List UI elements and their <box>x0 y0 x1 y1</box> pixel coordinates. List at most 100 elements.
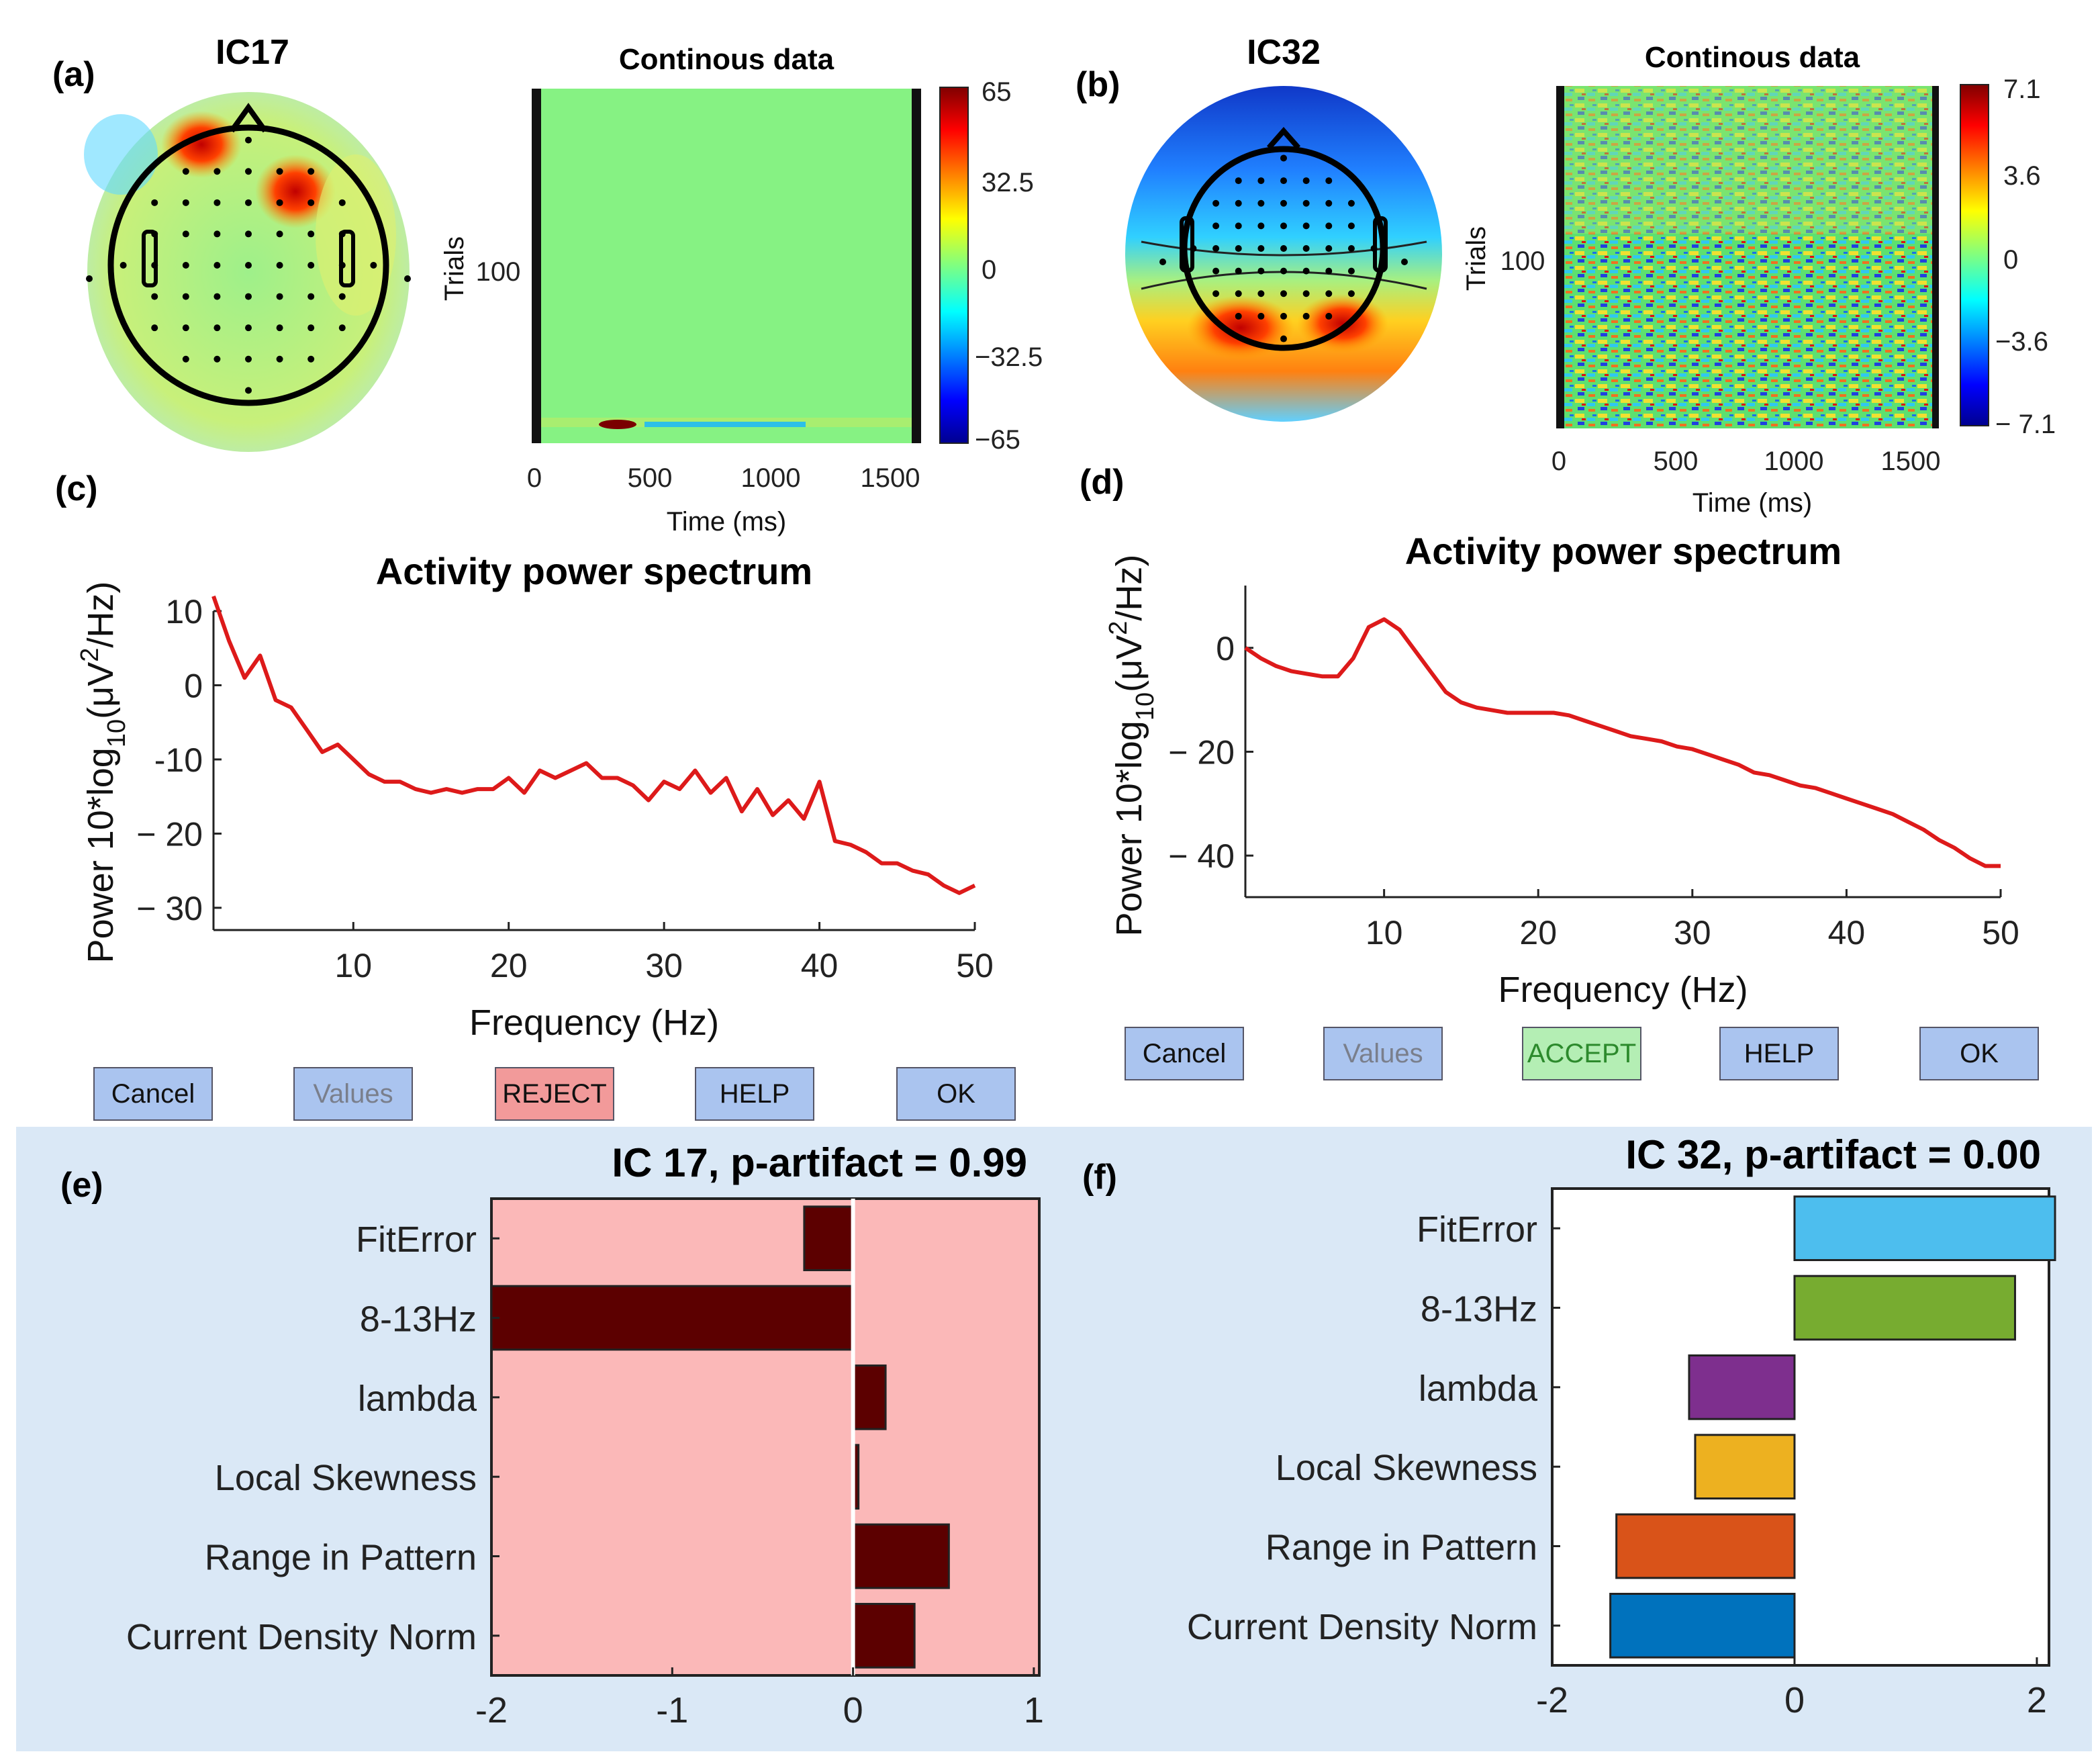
topo-map-b <box>1125 86 1442 422</box>
a-electrode-dot-44 <box>338 230 346 238</box>
b-electrode-dot-outer-right <box>1401 259 1408 265</box>
x-tick-label-4: 50 <box>1982 914 2019 952</box>
a-electrode-dot-4 <box>151 293 158 300</box>
erpimage-left-edge-b <box>1556 86 1564 428</box>
image-ylabel-b: Trials <box>1462 226 1491 291</box>
plot-area <box>1551 1187 2050 1667</box>
b-electrode-dot-8 <box>1235 222 1242 230</box>
nose-b <box>1266 126 1301 150</box>
b-electrode-dot-4 <box>1212 267 1220 275</box>
b-electrode-dot-19 <box>1257 312 1265 320</box>
y-axis-label: Power 10*log10(μV2/Hz) <box>76 582 131 964</box>
a-electrode-dot-38 <box>307 230 315 238</box>
values-button-c[interactable]: Values <box>293 1067 413 1121</box>
b-electrode-dot-45 <box>1347 245 1355 252</box>
y-tick-label-0: 10 <box>165 593 203 631</box>
y-axis-label-part-4: /Hz) <box>1109 555 1149 621</box>
topo-title-b: IC32 <box>1247 33 1321 72</box>
chart-title: Activity power spectrum <box>1405 530 1842 572</box>
x-tick-label-2: 0 <box>843 1690 863 1730</box>
a-electrode-dot-40 <box>307 293 315 300</box>
image-xtick-a-1: 500 <box>628 463 673 493</box>
topo-hotspot-a2 <box>255 154 336 228</box>
y-tick-label-1: 0 <box>184 667 203 704</box>
category-label-3: Local Skewness <box>215 1458 477 1498</box>
b-electrode-dot-12 <box>1235 312 1242 320</box>
a-electrode-dot-48 <box>370 262 377 269</box>
image-xtick-b-3: 1500 <box>1881 447 1941 476</box>
colorbar-tick-b-4: − 7.1 <box>1995 410 2056 439</box>
colorbar-gradient-a <box>939 87 969 444</box>
x-tick-label-1: -1 <box>656 1690 688 1730</box>
help-button-c[interactable]: HELP <box>695 1067 814 1121</box>
plot-area <box>490 1197 1041 1677</box>
y-axis-label-part-1: 10 <box>103 719 131 747</box>
feature-chart-e: FitError 8-13Hz lambda Local Skewness Range … <box>126 1140 1044 1730</box>
a-electrode-dot-34 <box>276 324 283 332</box>
ear-right-a <box>339 230 355 287</box>
help-button-d[interactable]: HELP <box>1719 1027 1839 1080</box>
values-button-d[interactable]: Values <box>1323 1027 1443 1080</box>
cancel-button-d[interactable]: Cancel <box>1125 1027 1244 1080</box>
category-label-0: FitError <box>356 1219 477 1260</box>
colorbar-a: 65 32.5 0 −32.5 −65 <box>939 77 1043 455</box>
x-tick-label-1: 20 <box>1519 914 1557 952</box>
colorbar-tick-b-1: 3.6 <box>2003 161 2041 191</box>
bar-2 <box>1688 1354 1796 1420</box>
panel-c: (c) 10 20 30 40 50 10 0 -10 − 20 − 30 Activity pow… <box>55 469 994 1043</box>
colorbar-gradient-b <box>1960 84 1989 426</box>
y-axis-label-part-0: Power 10*log <box>1109 721 1149 936</box>
category-label-4: Range in Pattern <box>205 1538 477 1578</box>
b-electrode-dot-44 <box>1347 222 1355 230</box>
y-tick-label-0: 0 <box>1216 630 1235 667</box>
b-electrode-dot-36 <box>1325 177 1333 185</box>
a-electrode-dot-11 <box>182 324 189 332</box>
a-electrode-dot-15 <box>213 230 221 238</box>
ok-button-c[interactable]: OK <box>896 1067 1016 1121</box>
reject-button-label: REJECT <box>502 1079 607 1109</box>
b-electrode-dot-26 <box>1280 290 1287 297</box>
bar-3 <box>1694 1434 1796 1499</box>
image-xlabel-a: Time (ms) <box>667 507 786 537</box>
image-xtick-a-3: 1500 <box>861 463 920 493</box>
reject-button[interactable]: REJECT <box>495 1067 614 1121</box>
a-electrode-dot-outer-left <box>86 275 93 282</box>
ok-button-d[interactable]: OK <box>1919 1027 2039 1080</box>
a-electrode-dot-45 <box>338 262 346 269</box>
cancel-button-c[interactable]: Cancel <box>93 1067 213 1121</box>
b-electrode-dot-10 <box>1235 267 1242 275</box>
x-tick-label-2: 30 <box>1674 914 1711 952</box>
accept-button[interactable]: ACCEPT <box>1522 1027 1641 1080</box>
x-tick-label-4: 50 <box>956 947 994 984</box>
bar-2 <box>852 1365 887 1430</box>
a-electrode-dot-37 <box>307 199 315 206</box>
panel-label-f: (f) <box>1082 1158 1117 1197</box>
colorbar-tick-a-3: −32.5 <box>975 342 1043 372</box>
a-electrode-dot-22 <box>245 199 252 206</box>
image-ylabel-a: Trials <box>440 236 469 301</box>
topo-warm-a <box>316 154 396 316</box>
image-title-a: Continous data <box>619 43 834 76</box>
help-button-label-d: HELP <box>1744 1039 1815 1068</box>
chart-title: IC 17, p-artifact = 0.99 <box>612 1140 1027 1185</box>
a-electrode-dot-20 <box>245 136 252 144</box>
bar-4 <box>1615 1513 1796 1579</box>
chart-title: IC 32, p-artifact = 0.00 <box>1625 1132 2041 1177</box>
b-electrode-dot-43 <box>1347 199 1355 207</box>
colorbar-tick-b-2: 0 <box>2003 245 2018 275</box>
image-ytick-a: 100 <box>476 257 521 287</box>
b-electrode-dot-37 <box>1325 199 1333 207</box>
a-electrode-dot-0 <box>120 262 127 269</box>
erpimage-left-edge-a <box>532 89 541 443</box>
a-electrode-dot-2 <box>151 230 158 238</box>
topo-title-a: IC17 <box>216 33 289 72</box>
erpimage-b <box>1556 86 1939 428</box>
topo-hotspot-a1 <box>161 111 242 178</box>
topoplot-b <box>1125 86 1442 422</box>
b-electrode-dot-42 <box>1325 312 1333 320</box>
b-electrode-dot-outer-left <box>1159 259 1166 265</box>
b-electrode-dot-28 <box>1280 335 1287 342</box>
category-label-5: Current Density Norm <box>1187 1607 1537 1647</box>
a-electrode-dot-25 <box>245 293 252 300</box>
